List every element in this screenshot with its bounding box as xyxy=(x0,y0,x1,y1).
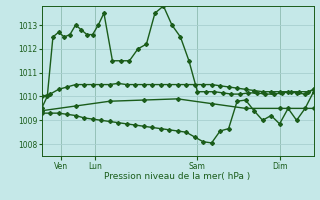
X-axis label: Pression niveau de la mer( hPa ): Pression niveau de la mer( hPa ) xyxy=(104,172,251,181)
